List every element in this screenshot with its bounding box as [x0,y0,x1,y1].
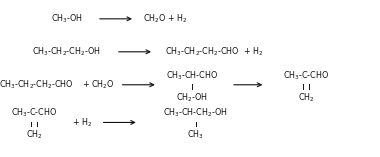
Text: CH$_3$-C-CHO: CH$_3$-C-CHO [11,107,57,119]
Text: CH$_2$O + H$_2$: CH$_2$O + H$_2$ [143,13,188,25]
Text: CH$_3$: CH$_3$ [187,129,204,141]
Text: CH$_3$-CH$_2$-CH$_2$-CHO: CH$_3$-CH$_2$-CH$_2$-CHO [0,78,73,91]
Text: + H$_2$: + H$_2$ [71,116,92,129]
Text: CH$_2$-OH: CH$_2$-OH [176,91,208,104]
Text: CH$_3$-CH-CHO: CH$_3$-CH-CHO [166,69,218,82]
Text: CH$_3$-CH$_2$-CH$_2$-CHO  + H$_2$: CH$_3$-CH$_2$-CH$_2$-CHO + H$_2$ [165,46,264,58]
Text: CH$_3$-CH$_2$-CH$_2$-OH: CH$_3$-CH$_2$-CH$_2$-OH [32,46,101,58]
Text: + CH$_2$O: + CH$_2$O [82,78,115,91]
Text: CH$_3$-CH-CH$_2$-OH: CH$_3$-CH-CH$_2$-OH [163,107,228,119]
Text: CH$_2$: CH$_2$ [298,91,314,104]
Text: CH$_3$-OH: CH$_3$-OH [51,13,82,25]
Text: CH$_2$: CH$_2$ [26,129,43,141]
Text: CH$_3$-C-CHO: CH$_3$-C-CHO [283,69,329,82]
